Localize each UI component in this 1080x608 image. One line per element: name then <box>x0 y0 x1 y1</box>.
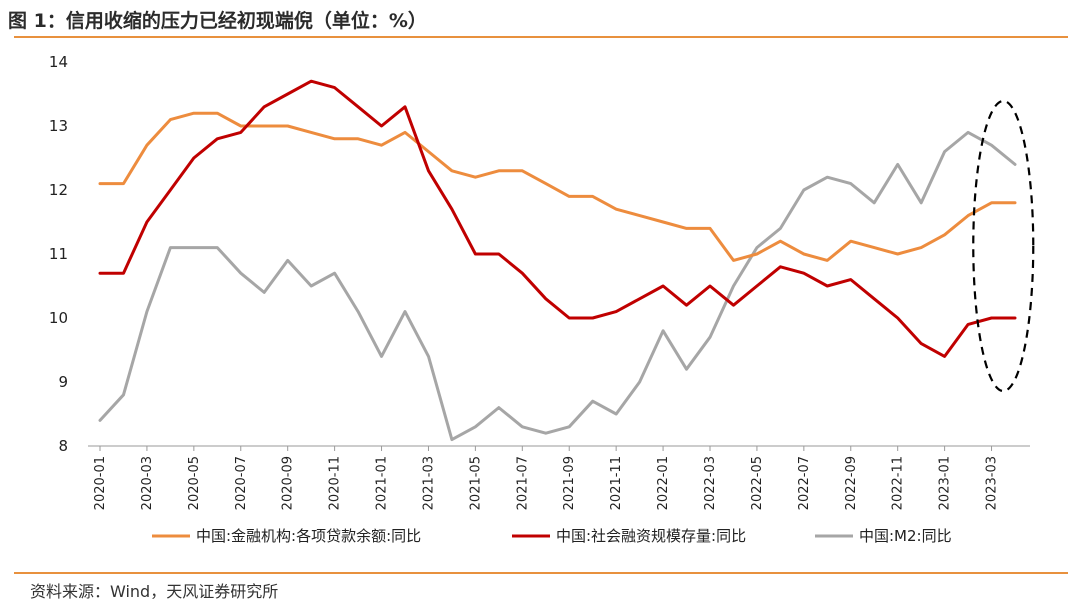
annotation-layer <box>972 99 1035 393</box>
x-tick-label: 2022-11 <box>891 456 906 510</box>
legend: 中国:金融机构:各项贷款余额:同比 中国:社会融资规模存量:同比 中国:M2:同比 <box>152 527 952 545</box>
x-tick-label: 2023-01 <box>938 456 953 510</box>
x-tick-label: 2022-01 <box>656 456 671 510</box>
x-tick-label: 2021-09 <box>562 456 577 510</box>
series-line-0 <box>98 111 1017 262</box>
x-tick-label: 2020-11 <box>328 456 343 510</box>
chart-title: 图 1：信用收缩的压力已经初现端倪（单位：%） <box>8 10 427 32</box>
x-tick-label: 2020-03 <box>140 456 155 510</box>
footer-divider <box>14 572 1068 574</box>
x-tick-label: 2020-05 <box>187 456 202 510</box>
y-axis-ticks: 8 9 10 11 12 13 14 <box>49 53 68 455</box>
legend-label-0: 中国:金融机构:各项贷款余额:同比 <box>196 527 421 545</box>
y-tick-label: 14 <box>49 53 68 71</box>
x-tick-label: 2023-03 <box>985 456 1000 510</box>
highlight-ellipse <box>972 99 1035 393</box>
x-axis-ticks: 2020-01 2020-03 2020-05 2020-07 2020-09 2020-… <box>93 446 1000 510</box>
y-tick-label: 11 <box>49 245 68 263</box>
x-tick-label: 2022-07 <box>797 456 812 510</box>
x-tick-label: 2020-01 <box>93 456 108 510</box>
legend-label-2: 中国:M2:同比 <box>859 527 952 545</box>
x-tick-label: 2021-07 <box>515 456 530 510</box>
y-tick-label: 8 <box>58 437 68 455</box>
x-tick-label: 2022-03 <box>703 456 718 510</box>
x-tick-label: 2021-03 <box>421 456 436 510</box>
x-tick-label: 2022-05 <box>750 456 765 510</box>
y-tick-label: 10 <box>49 309 68 327</box>
series-line-1 <box>98 79 1017 358</box>
x-tick-label: 2021-01 <box>375 456 390 510</box>
legend-label-1: 中国:社会融资规模存量:同比 <box>556 527 746 545</box>
y-tick-label: 12 <box>49 181 68 199</box>
source-note: 资料来源：Wind，天风证券研究所 <box>30 582 279 601</box>
y-tick-label: 13 <box>49 117 68 135</box>
x-tick-label: 2020-07 <box>234 456 249 510</box>
x-tick-label: 2021-11 <box>609 456 624 510</box>
y-tick-label: 9 <box>58 373 68 391</box>
x-tick-label: 2020-09 <box>281 456 296 510</box>
series-lines <box>98 79 1017 442</box>
x-tick-label: 2021-05 <box>468 456 483 510</box>
title-divider <box>14 36 1068 38</box>
series-line-2 <box>98 130 1017 442</box>
x-tick-label: 2022-09 <box>844 456 859 510</box>
